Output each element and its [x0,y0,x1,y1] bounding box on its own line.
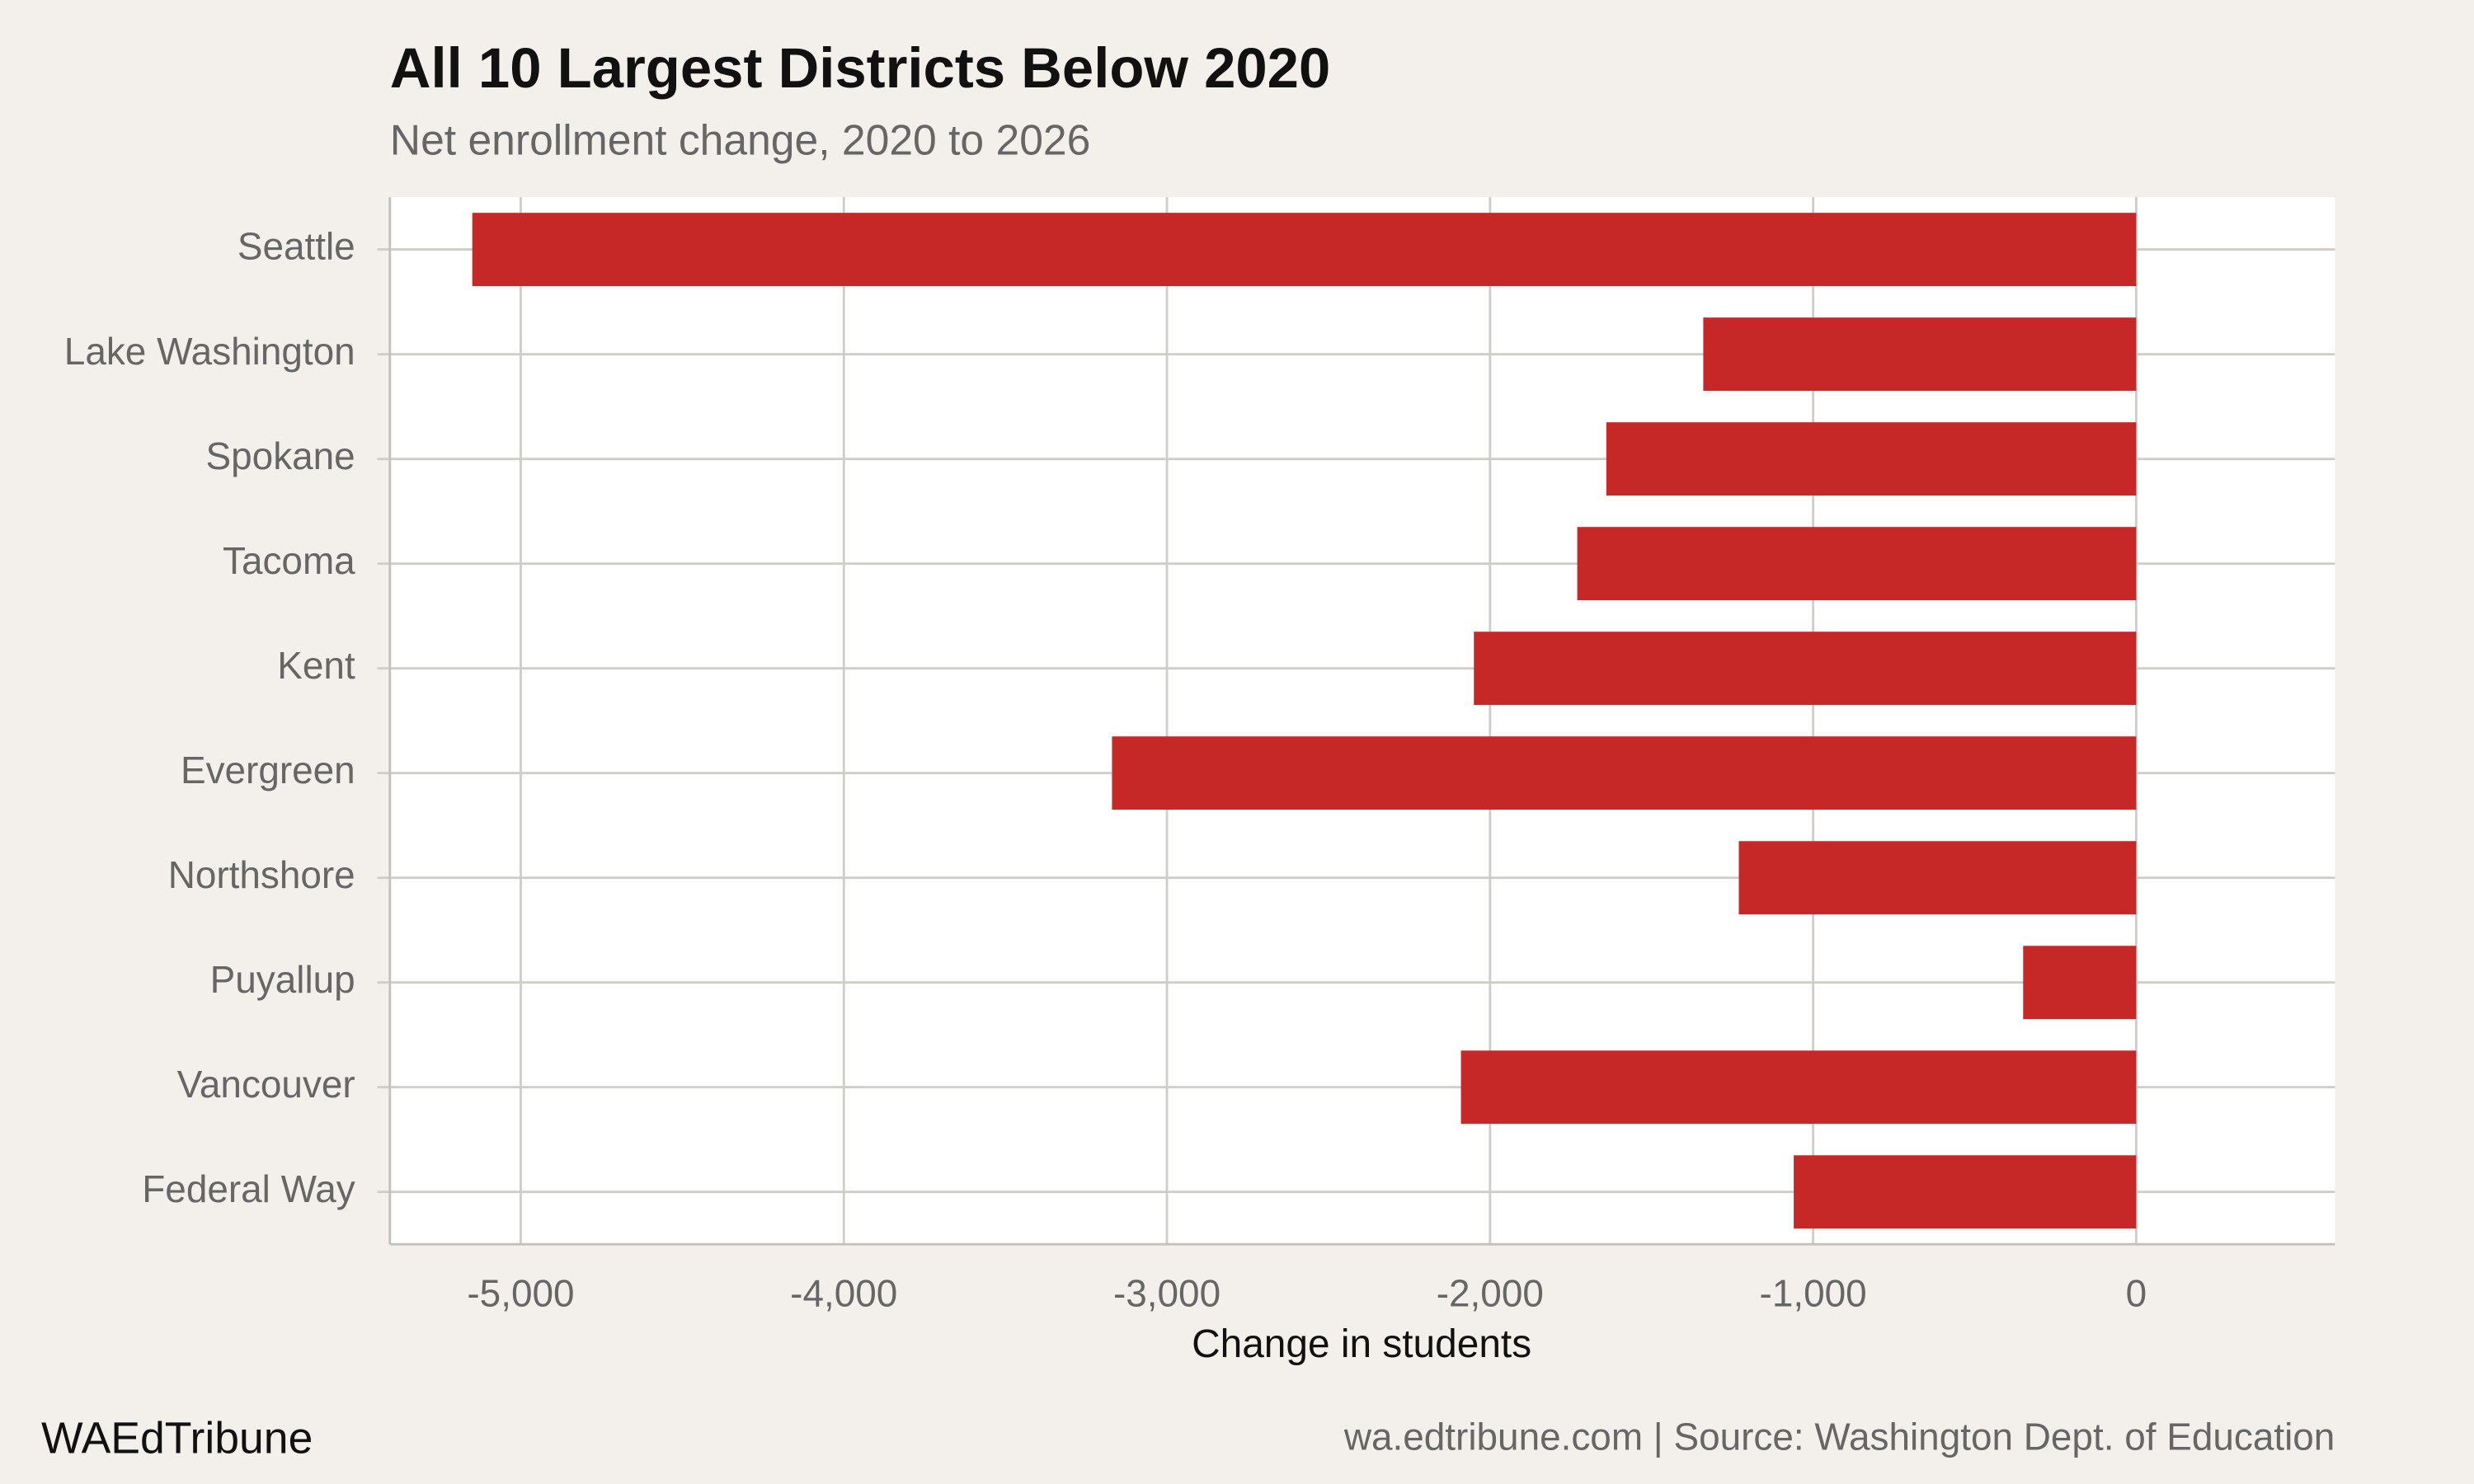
y-tick-label: Kent [277,644,355,687]
bar [1474,632,2137,706]
brand: WAEdTribune [41,1414,313,1463]
source: wa.edtribune.com | Source: Washington De… [1343,1416,2335,1458]
bar [1703,317,2137,392]
bar [472,213,2137,287]
bar [1577,527,2137,601]
bar [1606,422,2137,496]
bar [1738,841,2137,915]
bar [1460,1050,2137,1125]
x-tick-label: 0 [2126,1271,2147,1314]
x-axis-label: Change in students [1192,1322,1531,1366]
x-tick-label: -4,000 [790,1271,897,1314]
bar [1794,1155,2137,1229]
y-tick-label: Seattle [238,225,355,268]
y-tick-label: Puyallup [210,958,355,1001]
x-tick-label: -2,000 [1437,1271,1544,1314]
bar [2023,946,2137,1020]
y-tick-label: Vancouver [177,1063,355,1106]
y-tick-label: Federal Way [142,1167,355,1210]
y-tick-label: Northshore [168,853,355,896]
y-tick-label: Evergreen [181,749,355,791]
x-tick-label: -5,000 [467,1271,574,1314]
x-tick-label: -1,000 [1760,1271,1867,1314]
chart-title: All 10 Largest Districts Below 2020 [390,36,1330,100]
y-tick-label: Lake Washington [64,330,355,373]
y-tick-label: Tacoma [223,539,355,582]
bar [1112,736,2137,810]
chart-subtitle: Net enrollment change, 2020 to 2026 [390,116,1091,164]
y-tick-label: Spokane [206,434,355,477]
x-tick-label: -3,000 [1113,1271,1221,1314]
